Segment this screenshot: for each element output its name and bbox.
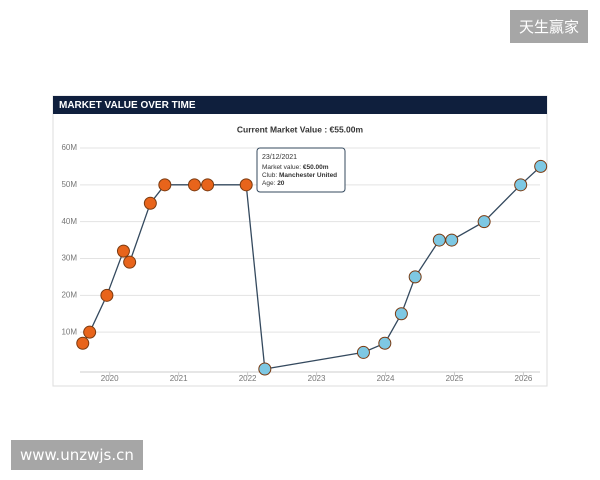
tooltip: 23/12/2021 Market value: €50.00m Club: M… [256, 147, 346, 193]
plot: 10M 20M 30M 40M 50M 60M 2020 2021 2022 2023 2024 20… [61, 143, 548, 383]
club-marker [514, 178, 528, 192]
tooltip-key: Age: [262, 180, 276, 187]
club-marker [258, 362, 272, 376]
header-bar [53, 96, 547, 114]
tooltip-key: Club: [262, 172, 277, 179]
club-marker [239, 178, 253, 192]
tooltip-date: 23/12/2021 [262, 154, 297, 161]
tooltip-row: Market value: €50.00m [262, 164, 329, 171]
x-tick-label: 2023 [308, 374, 326, 383]
y-tick-label: 10M [61, 327, 77, 336]
tooltip-box [256, 147, 346, 193]
tooltip-row: Age: 20 [262, 180, 285, 187]
watermark: www.unzwjs.cn [11, 440, 143, 470]
panel [52, 95, 548, 387]
x-tick-label: 2022 [239, 374, 257, 383]
y-tick-label: 40M [61, 217, 77, 226]
club-marker [143, 196, 157, 210]
y-tick-label: 30M [61, 254, 77, 263]
club-marker [394, 307, 408, 321]
club-marker [123, 255, 137, 269]
club-marker [158, 178, 172, 192]
y-tick-label: 50M [61, 180, 77, 189]
club-marker [100, 288, 114, 302]
club-marker [356, 345, 370, 359]
tooltip-value: Manchester United [279, 172, 337, 179]
club-marker [534, 159, 548, 173]
club-marker [408, 270, 422, 284]
club-marker [83, 325, 97, 339]
x-tick-label: 2026 [515, 374, 533, 383]
header: MARKET VALUE OVER TIME [59, 100, 196, 111]
y-tick-label: 60M [61, 143, 77, 152]
watermark: 天生赢家 [509, 10, 588, 43]
club-marker [445, 233, 459, 247]
x-tick-label: 2020 [101, 374, 119, 383]
club-marker [76, 336, 90, 350]
tooltip-value: 20 [277, 180, 285, 187]
club-marker [116, 244, 130, 258]
chart-title: Current Market Value : €55.00m [237, 124, 364, 134]
x-tick-label: 2025 [446, 374, 464, 383]
y-tick-label: 20M [61, 290, 77, 299]
tooltip-key: Market value: [262, 164, 301, 171]
tooltip-value: €50.00m [303, 164, 329, 171]
tooltip-row: Club: Manchester United [262, 172, 337, 179]
club-marker [187, 178, 201, 192]
club-marker [477, 215, 491, 229]
club-marker [432, 233, 446, 247]
club-marker [201, 178, 215, 192]
club-marker [378, 336, 392, 350]
x-tick-label: 2021 [170, 374, 188, 383]
x-tick-label: 2024 [377, 374, 395, 383]
